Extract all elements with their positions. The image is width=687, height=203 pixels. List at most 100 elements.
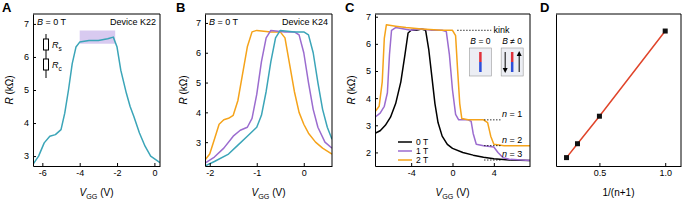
inset-resistor (44, 39, 49, 50)
frame (375, 14, 530, 166)
x-tick-label: 0 (302, 168, 307, 178)
x-tick-mark (257, 163, 258, 166)
inset-box (501, 48, 523, 76)
x-tick: -4 (408, 163, 416, 178)
y-tick-mark (205, 23, 208, 24)
legend-swatch (398, 159, 412, 161)
x-tick-mark (411, 163, 412, 166)
inset-edge-upper (511, 52, 514, 62)
annotation: n = 3 (502, 149, 522, 159)
y-axis-title: R (kΩ) (346, 75, 357, 104)
y-tick: 3 (366, 121, 378, 131)
text-part: R (4, 97, 15, 104)
x-axis: -6 -4 -2 0 (34, 163, 161, 178)
y-axis: 234567 (366, 12, 378, 166)
x-tick: -2 (114, 163, 122, 178)
series-line (205, 30, 332, 166)
x-tick-mark (117, 163, 118, 166)
x-axis-line (557, 166, 682, 167)
annotation-leader (484, 145, 501, 146)
inset-label: Rs (52, 40, 62, 52)
x-axis-title: VGG (V) (80, 187, 114, 201)
y-tick-label: 4 (24, 118, 29, 128)
y-tick-mark (375, 17, 378, 18)
x-axis: 0.5 1.0 (557, 163, 682, 178)
y-tick-mark (205, 83, 208, 84)
series-line (375, 28, 530, 161)
x-tick: 0 (152, 163, 157, 178)
y-tick-mark (33, 90, 36, 91)
x-tick: 4 (492, 163, 497, 178)
y-axis-line (375, 15, 376, 167)
edge-inset (501, 48, 523, 76)
panel-label: A (2, 0, 12, 15)
x-tick-label: 1.0 (659, 168, 672, 178)
inset-arrow (505, 52, 506, 69)
y-tick-label: 4 (366, 94, 371, 104)
y-tick-mark (375, 44, 378, 45)
x-axis: -4 0 4 (376, 163, 531, 178)
plot-area (375, 25, 530, 161)
x-tick: 0.5 (594, 163, 607, 178)
y-tick-label: 3 (196, 138, 201, 148)
inset-label: B = 0 (470, 36, 490, 46)
x-tick-mark (154, 163, 155, 166)
x-tick-label: -4 (408, 168, 416, 178)
series-marker (663, 29, 668, 34)
y-tick-label: 7 (196, 18, 201, 28)
y-axis-title: R (kΩ) (4, 75, 15, 104)
annotation-leader (484, 119, 501, 120)
x-tick-label: -4 (76, 168, 84, 178)
x-tick: 1.0 (659, 163, 672, 178)
annotation-leader (457, 30, 491, 31)
panel-label: C (345, 0, 355, 15)
y-tick-mark (33, 156, 36, 157)
text-subscript: GG (86, 192, 98, 201)
series-marker (597, 114, 602, 119)
x-tick-mark (494, 163, 495, 166)
y-tick-label: 3 (366, 121, 371, 131)
x-axis: -2 -1 0 (206, 163, 333, 178)
y-tick-label: 7 (24, 19, 29, 29)
text-part: (V) (97, 187, 113, 198)
legend-label: 2 T (416, 155, 428, 165)
inset-resistor (44, 59, 49, 70)
x-tick: -4 (76, 163, 84, 178)
plot-area (205, 30, 332, 166)
frame (556, 14, 681, 166)
series-line (567, 31, 666, 158)
inset-edge-lower (511, 62, 514, 72)
y-tick-mark (33, 57, 36, 58)
text-part: R (346, 97, 357, 104)
inset-arrowhead (503, 68, 508, 73)
x-tick-label: 4 (492, 168, 497, 178)
x-tick: 0 (302, 163, 307, 178)
resistor-inset (44, 34, 49, 78)
y-tick: 5 (366, 66, 378, 76)
figure: -6-4-2034567VGG (V)R (kΩ)AB = 0 TDevice … (0, 0, 687, 203)
x-tick: 0 (450, 163, 455, 178)
y-axis-line (556, 15, 557, 167)
y-tick-label: 4 (196, 108, 201, 118)
text-part: = 0 (476, 36, 491, 46)
text-part: = 1 (507, 109, 522, 119)
text-part: (kΩ) (4, 75, 15, 97)
y-tick-mark (205, 53, 208, 54)
series-marker (564, 155, 569, 160)
legend-swatch (398, 150, 412, 152)
x-tick: -1 (253, 163, 261, 178)
y-tick-label: 2 (366, 148, 371, 158)
text-part: (kΩ) (178, 75, 189, 97)
text-subscript: c (59, 65, 63, 72)
y-axis-title: R (kΩ) (178, 75, 189, 104)
x-tick: -2 (206, 163, 214, 178)
text-part: (V) (453, 187, 469, 198)
y-tick-label: 7 (366, 12, 371, 22)
inset-arrowhead (517, 51, 522, 56)
x-tick-mark (80, 163, 81, 166)
x-tick-label: -1 (253, 168, 261, 178)
x-tick: -6 (39, 163, 47, 178)
x-tick-label: 0.5 (594, 168, 607, 178)
x-axis-line (34, 166, 161, 167)
y-tick: 4 (196, 108, 208, 118)
